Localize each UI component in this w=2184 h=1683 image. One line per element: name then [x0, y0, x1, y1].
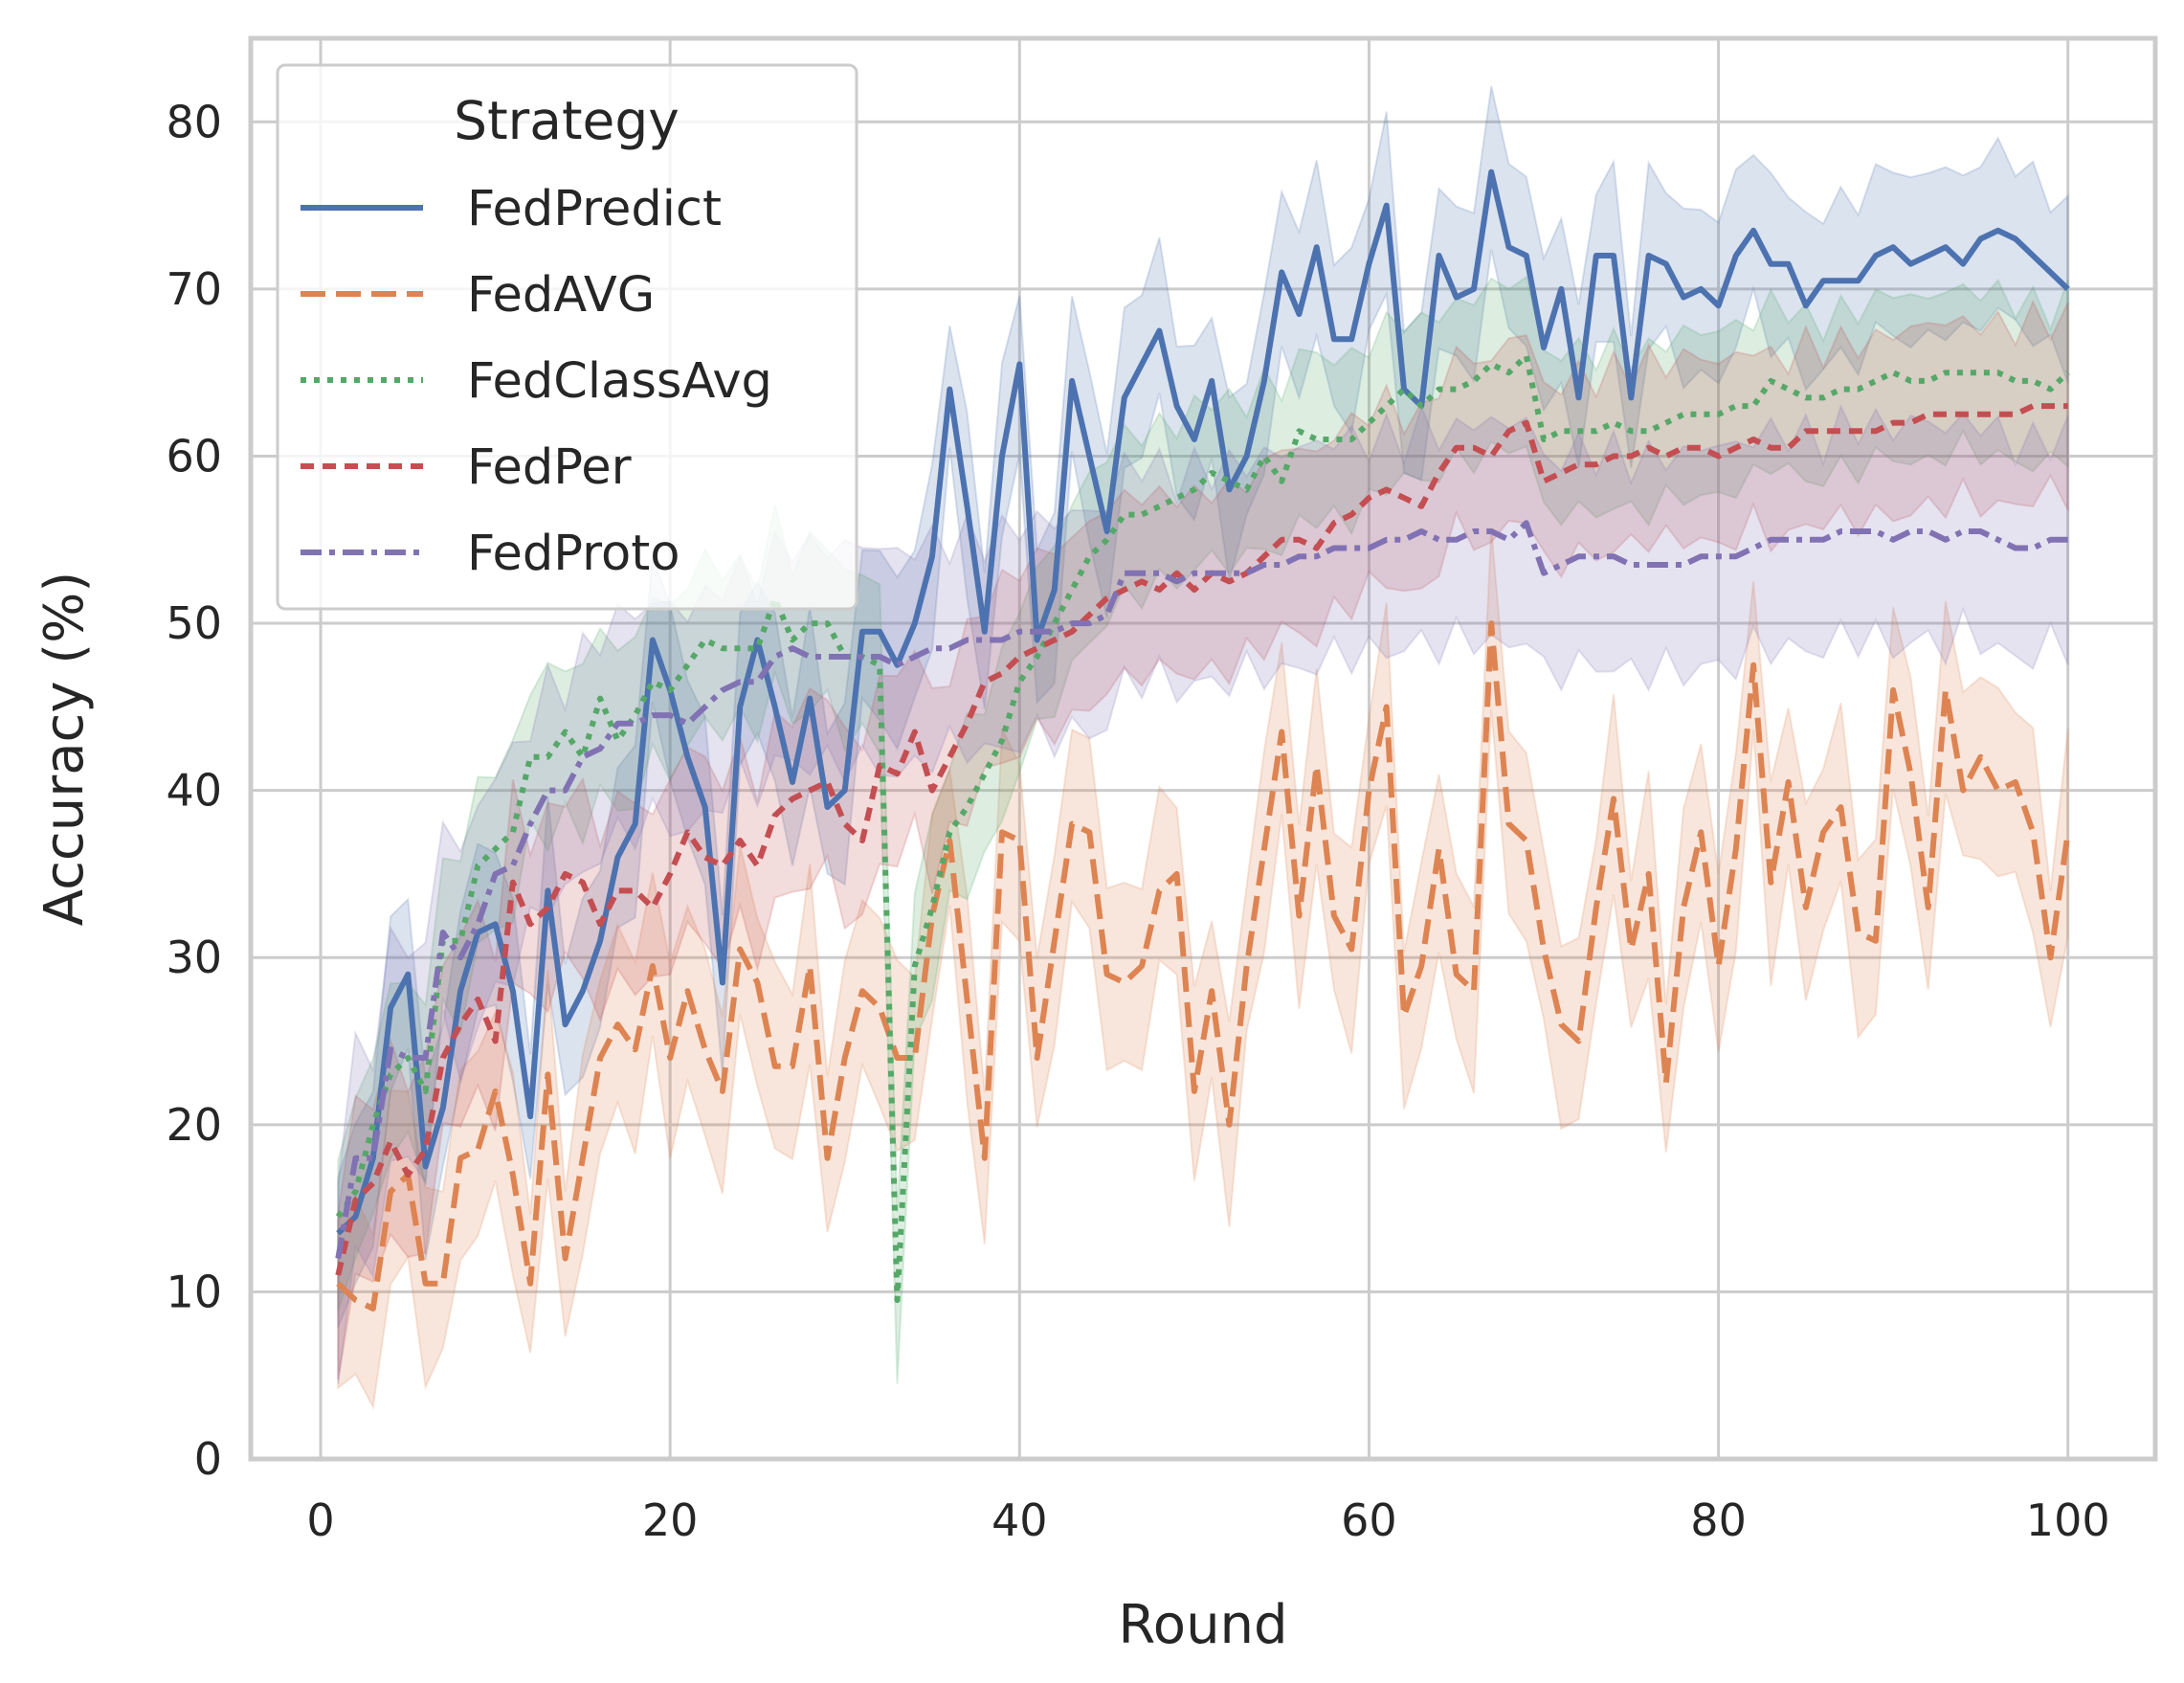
y-axis-label: Accuracy (%) [33, 572, 96, 926]
legend-items: FedPredict FedAVG FedClassAvg FedPer FedProt… [301, 181, 772, 582]
legend-label-fedclassavg: FedClassAvg [467, 353, 772, 410]
x-tick-label: 80 [1690, 1494, 1747, 1546]
legend-label-fedpredict: FedPredict [467, 181, 722, 237]
x-tick-label: 100 [2026, 1494, 2110, 1546]
y-tick-label: 80 [166, 96, 222, 147]
x-axis-label: Round [1118, 1594, 1287, 1656]
x-tick-label: 60 [1341, 1494, 1397, 1546]
series-lines [335, 168, 2071, 1312]
confidence-band-fedpredict [337, 85, 2069, 1328]
confidence-band-fedavg [337, 527, 2069, 1410]
y-tick-labels: 0 10 20 30 40 50 60 70 80 [166, 96, 222, 1485]
y-tick-label: 60 [166, 430, 222, 482]
x-tick-label: 40 [992, 1494, 1048, 1546]
plot-frame [248, 35, 2158, 1462]
y-tick-label: 0 [194, 1433, 222, 1485]
y-tick-label: 50 [166, 597, 222, 649]
legend-label-fedavg: FedAVG [467, 267, 655, 324]
series-line-fedavg [336, 620, 2071, 1312]
x-tick-label: 20 [642, 1494, 699, 1546]
y-tick-label: 30 [166, 931, 222, 983]
y-tick-label: 10 [166, 1266, 222, 1317]
legend: Strategy FedPredictFedAVGFedClassAvgFedP… [276, 63, 858, 611]
series-line-fedper [335, 403, 2068, 1276]
x-tick-labels: 0 20 40 60 80 100 [306, 1494, 2109, 1546]
legend-box [276, 63, 858, 611]
series-line-fedproto [335, 520, 2068, 1260]
legend-label-fedper: FedPer [467, 439, 632, 496]
series-line-fedpredict [336, 168, 2070, 1236]
legend-title: Strategy [454, 90, 680, 151]
legend-label-fedproto: FedProto [467, 526, 680, 582]
x-tick-label: 0 [306, 1494, 334, 1546]
series-line-fedclassavg [335, 352, 2070, 1304]
y-tick-label: 70 [166, 263, 222, 315]
confidence-band-fedproto [337, 403, 2069, 1384]
y-tick-label: 40 [166, 765, 222, 817]
y-tick-label: 20 [166, 1099, 222, 1151]
